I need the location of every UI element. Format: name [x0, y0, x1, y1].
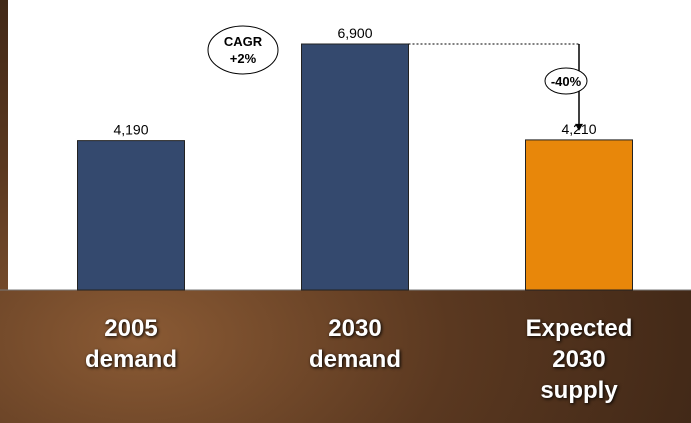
annotation: -40%: [550, 74, 582, 89]
bar: [77, 140, 185, 291]
category-label: 2030 demand: [308, 315, 401, 373]
arrow-head: [575, 123, 583, 131]
bar: [301, 43, 409, 291]
value-label: 4,190: [113, 122, 148, 138]
category-label: 2005 demand: [84, 315, 177, 373]
value-label: 6,900: [337, 25, 372, 41]
annotation-bubble: [544, 67, 588, 95]
annotation: CAGR +2%: [223, 34, 263, 66]
category-label: Expected 2030 supply: [525, 315, 633, 404]
annotation-bubble: [207, 25, 279, 75]
bar: [525, 139, 633, 291]
